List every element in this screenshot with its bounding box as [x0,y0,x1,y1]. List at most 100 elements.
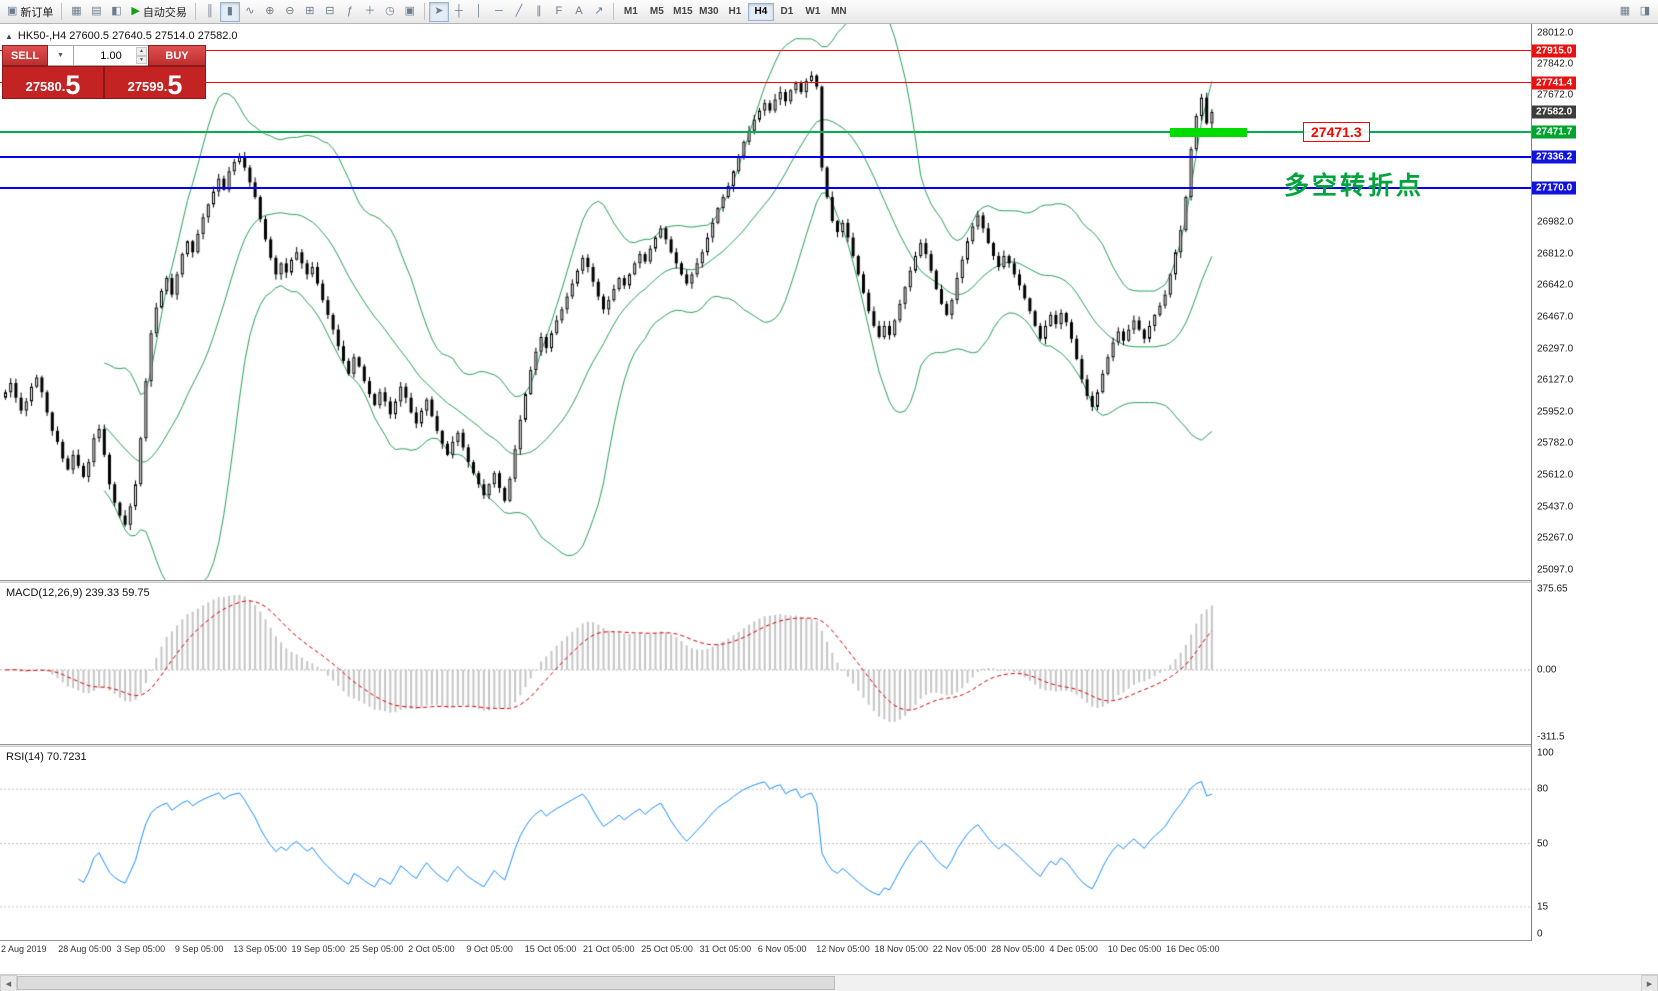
macd-axis-label: 0.00 [1537,664,1557,676]
timeframe-m5-button[interactable]: M5 [644,3,670,21]
toolbar-separator [61,3,63,20]
periods-icon: ◷ [385,5,395,17]
horizontal-line-27915[interactable] [0,50,1531,52]
horizontal-line-button[interactable]: ─ [489,2,509,22]
arrange-icons-icon: ▦ [1619,5,1631,17]
horizontal-line-27170[interactable] [0,186,1531,189]
auto-arrange-button[interactable]: ⊟ [320,2,340,22]
timeframe-h1-button[interactable]: H1 [722,3,748,21]
fibonacci-button[interactable]: F [549,2,569,22]
scroll-left-button[interactable]: ◀ [0,975,17,991]
time-axis-label: 15 Oct 05:00 [524,944,577,954]
arrange-icons-button[interactable]: ▦ [1615,2,1635,22]
toolbar-separator [194,3,196,20]
time-axis-label: 9 Oct 05:00 [466,944,513,954]
indicators-button[interactable]: ƒ [340,2,360,22]
buy-button[interactable]: BUY [148,45,206,66]
candlestick-chart-canvas[interactable] [0,24,1531,580]
macd-canvas[interactable] [0,583,1531,744]
sell-price-main: 27580. [25,79,66,94]
panel-splitter[interactable] [0,580,1658,583]
price-axis-label: 26812.0 [1537,248,1574,260]
horizontal-line-27336.2[interactable] [0,156,1531,159]
timeframe-mn-button[interactable]: MN [826,3,852,21]
horizontal-scrollbar[interactable]: ◀ ▶ [0,974,1658,991]
rsi-axis-label: 15 [1537,901,1549,913]
time-axis[interactable]: 2 Aug 2019 28 Aug 05:00 3 Sep 05:00 9 Sep 0… [0,941,1531,957]
arrows-icon: ↗ [594,5,604,17]
zoom-out-button[interactable]: ⊖ [280,2,300,22]
trendline-button[interactable]: ╱ [509,2,529,22]
volume-increase-button[interactable]: ▲ [136,47,147,56]
profiles-icon: ▤ [91,5,102,17]
tile-windows-button[interactable]: ⊞ [300,2,320,22]
macd-panel[interactable]: MACD(12,26,9) 239.33 59.75 [0,583,1531,744]
auto-arrange-icon: ⊟ [325,5,335,17]
macd-values: 239.33 59.75 [85,587,150,599]
buy-price-display[interactable]: 27599. 5 [104,66,206,99]
sell-price-big-digit: 5 [65,70,81,101]
timeframe-d1-button[interactable]: D1 [774,3,800,21]
scroll-right-button[interactable]: ▶ [1641,975,1658,991]
rsi-axis-label: 100 [1537,747,1554,759]
autotrading-button[interactable]: ▶ 自动交易 [127,2,190,22]
horizontal-line-27741.4[interactable] [0,82,1531,84]
timeframe-label: M15 [673,6,693,17]
timeframe-m30-button[interactable]: M30 [696,3,722,21]
volume-decrease-button[interactable]: ▼ [136,55,147,64]
timeframe-h4-button[interactable]: H4 [747,2,774,21]
toggle-panels-button[interactable]: ◨ [1635,2,1655,22]
sell-button[interactable]: SELL [2,45,48,66]
line-chart-button[interactable]: ∿ [240,2,260,22]
vertical-line-button[interactable]: │ [469,2,489,22]
time-axis-label: 2 Aug 2019 [1,944,47,954]
templates-button[interactable]: ▣ [400,2,420,22]
new-chart-icon: ▦ [71,5,82,17]
turning-point-annotation[interactable]: 多空转折点 [1284,173,1425,201]
timeframe-m1-button[interactable]: M1 [618,3,644,21]
sell-price-display[interactable]: 27580. 5 [2,66,104,99]
price-axis[interactable]: 28012.0 27842.0 27672.0 26982.0 26812.0 26642… [1531,24,1658,941]
rsi-panel[interactable]: RSI(14) 70.7231 [0,747,1531,940]
buy-price-main: 27599. [127,79,168,94]
price-tag-27582.0: 27582.0 [1532,105,1577,119]
candlestick-chart-button[interactable]: ▮ [219,1,240,22]
price-tag-27915.0: 27915.0 [1532,44,1577,58]
one-click-collapse-icon[interactable]: ▲ [5,31,13,41]
bar-chart-button[interactable]: ║ [200,2,220,22]
cursor-button[interactable]: ➤ [428,1,449,22]
timeframe-w1-button[interactable]: W1 [800,3,826,21]
new-order-icon: ▣ [7,5,18,17]
text-button[interactable]: A [569,2,589,22]
trendline-icon: ╱ [515,5,523,17]
price-tag-27471.7: 27471.7 [1532,125,1577,139]
timeframe-label: M5 [649,6,664,17]
navigator-button[interactable]: ◧ [106,2,126,22]
arrows-button[interactable]: ↗ [589,2,609,22]
price-annotation-label[interactable]: 27471.3 [1303,122,1370,143]
highlight-segment[interactable] [1170,128,1247,138]
zoom-in-button[interactable]: ⊕ [260,2,280,22]
price-axis-label: 25437.0 [1537,501,1574,513]
channel-button[interactable]: ∥ [529,2,549,22]
timeframe-m15-button[interactable]: M15 [670,3,696,21]
time-axis-label: 22 Nov 05:00 [932,944,987,954]
periods-button[interactable]: ◷ [380,2,400,22]
panel-splitter[interactable] [0,744,1658,747]
price-tag-27741.4: 27741.4 [1532,76,1577,90]
volume-input[interactable]: 1.00 ▲ ▼ [74,45,148,66]
crosshair-button[interactable]: ┼ [449,2,469,22]
price-axis-label: 25782.0 [1537,437,1574,449]
scrollbar-thumb[interactable] [17,976,835,990]
new-chart-button[interactable]: ▦ [66,2,86,22]
new-order-button[interactable]: ▣ 新订单 [3,2,57,22]
text-icon: A [575,5,583,17]
profiles-button[interactable]: ▤ [86,2,106,22]
time-axis-label: 12 Nov 05:00 [816,944,870,954]
time-axis-label: 31 Oct 05:00 [699,944,752,954]
main-chart-panel[interactable]: ▲ HK50-,H4 27600.5 27640.5 27514.0 27582… [0,24,1531,580]
horizontal-line-27471.7[interactable] [0,131,1531,134]
add-indicator-button[interactable]: ＋ [360,2,380,22]
rsi-canvas[interactable] [0,747,1531,940]
volume-dropdown[interactable]: ▼ [48,45,74,66]
